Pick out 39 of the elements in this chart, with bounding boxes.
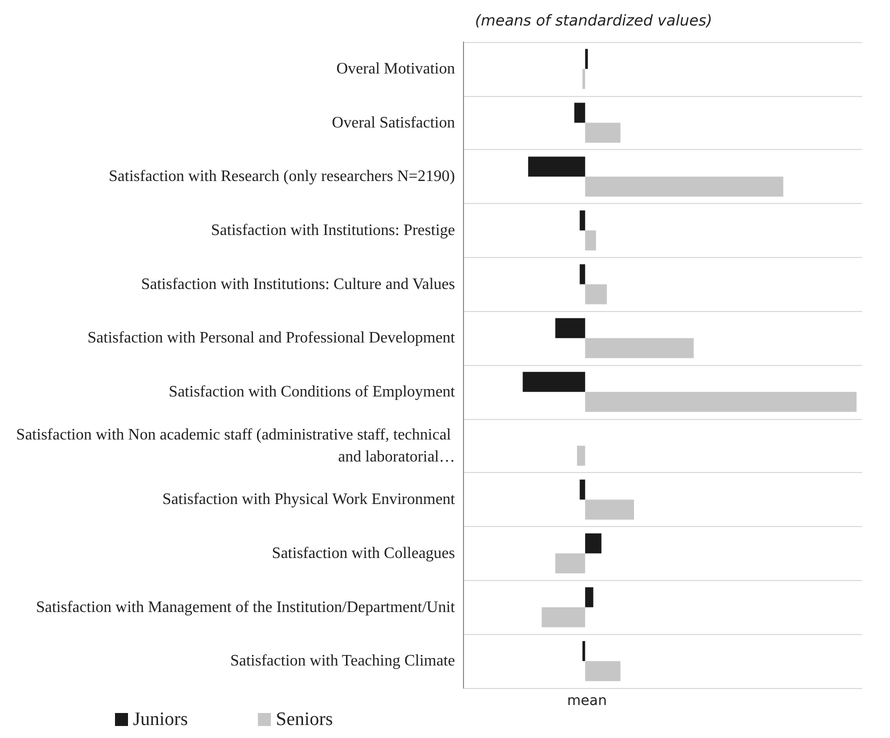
y-tick-label: Satisfaction with Colleagues xyxy=(272,544,455,562)
bar xyxy=(585,533,602,554)
bar xyxy=(585,392,857,412)
bar xyxy=(585,230,596,250)
legend-label: Seniors xyxy=(276,709,333,730)
bar xyxy=(555,318,586,338)
bar xyxy=(585,500,634,520)
bar xyxy=(580,264,586,284)
bar xyxy=(542,607,586,628)
y-tick-label: Satisfaction with Institutions: Culture and Values xyxy=(141,276,455,293)
y-tick-label: Satisfaction with Conditions of Employment xyxy=(168,383,456,400)
bar xyxy=(577,446,586,466)
bar xyxy=(582,641,586,662)
legend-label: Juniors xyxy=(133,709,188,730)
y-tick-label: Satisfaction with Institutions: Prestige xyxy=(211,222,455,239)
chart-title: (means of standardized values) xyxy=(475,12,712,30)
bar xyxy=(585,284,607,304)
y-tick-label: Satisfaction with Management of the Institution/Department/Unit xyxy=(36,598,456,616)
y-tick-label: Overal Motivation xyxy=(336,60,455,78)
y-tick-label: Satisfaction with Teaching Climate xyxy=(230,652,455,670)
y-tick-label: Overal Satisfaction xyxy=(332,114,455,132)
bar xyxy=(585,122,620,143)
bar xyxy=(580,210,586,230)
bar xyxy=(585,176,784,197)
bar xyxy=(585,587,594,608)
bar xyxy=(585,661,620,682)
y-tick-label: Satisfaction with Non academic staff (administrative staff, technical and laboratorial… xyxy=(16,426,455,466)
y-tick-label: Satisfaction with Research (only researchers N=2190) xyxy=(108,168,455,186)
bar xyxy=(574,102,586,123)
y-tick-label: Satisfaction with Physical Work Environment xyxy=(162,491,456,508)
bar xyxy=(555,553,586,574)
x-axis-title: mean xyxy=(567,693,607,709)
bar xyxy=(528,156,586,177)
bar xyxy=(522,372,586,392)
y-tick-label: Satisfaction with Personal and Professional Development xyxy=(88,330,456,347)
bar xyxy=(585,338,694,358)
bar xyxy=(585,48,588,69)
bar xyxy=(582,68,586,89)
bar xyxy=(580,480,586,500)
